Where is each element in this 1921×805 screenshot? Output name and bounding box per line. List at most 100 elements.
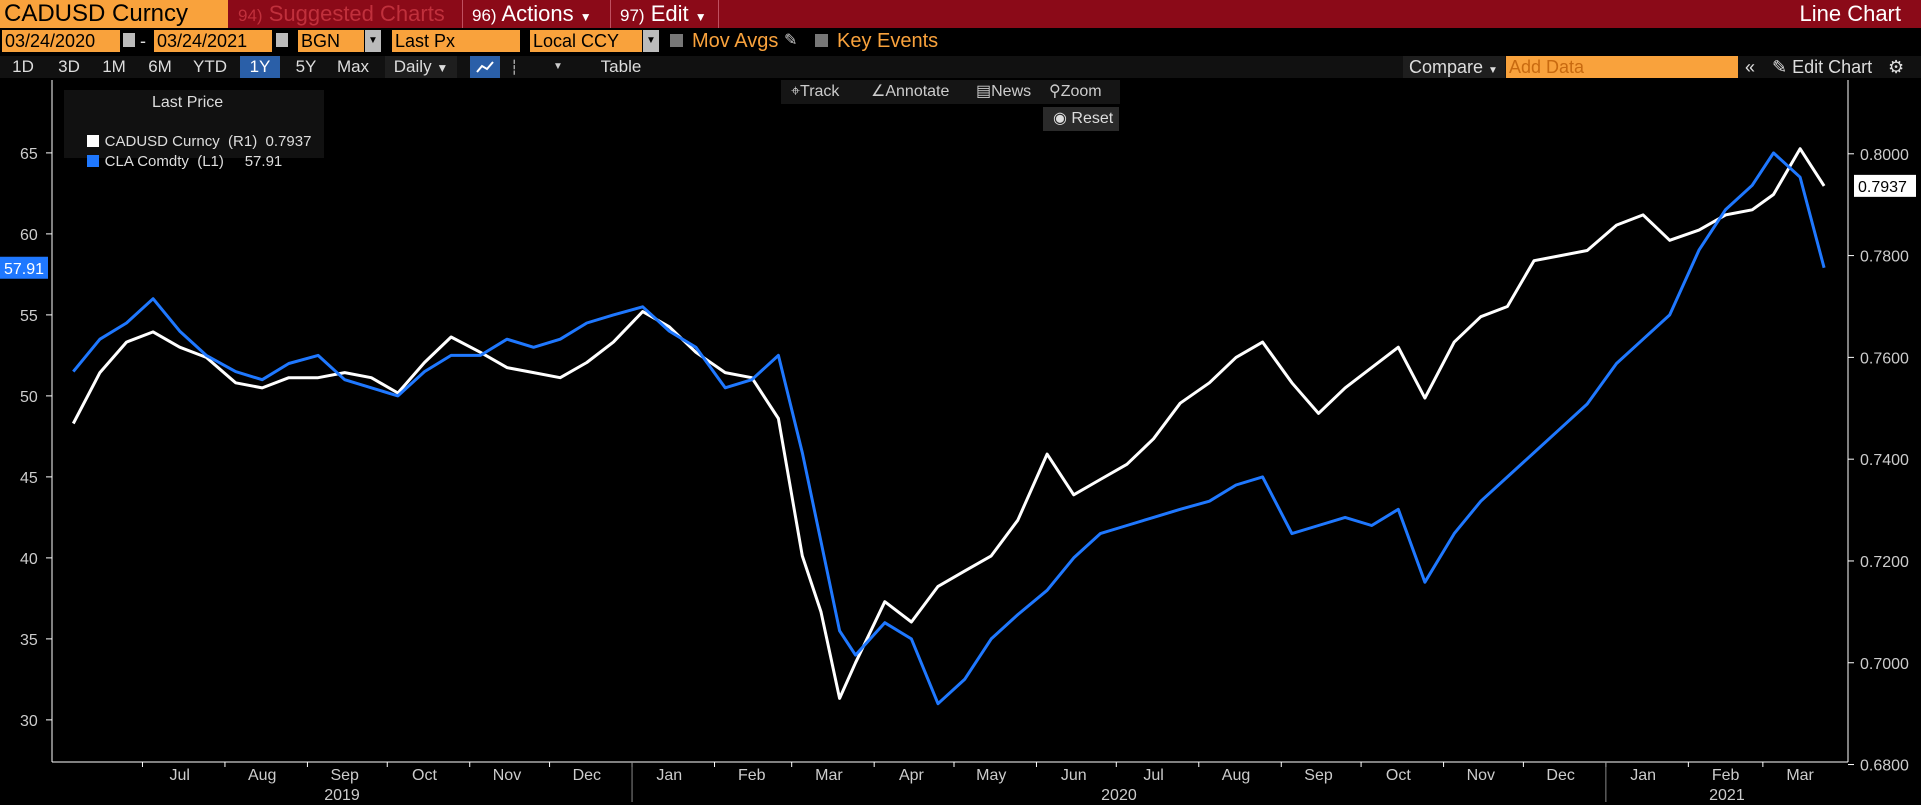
start-date-field[interactable]: 03/24/2020 <box>2 30 120 52</box>
x-month-label: Sep <box>330 767 359 784</box>
right-tick-label: 0.6800 <box>1860 758 1909 775</box>
left-tick-label: 45 <box>20 470 38 487</box>
menu-label: Actions <box>501 1 574 26</box>
last-value-badges: 57.91 0.7937 <box>0 174 1916 279</box>
x-month-label: Aug <box>1222 767 1250 784</box>
right-tick-label: 0.8000 <box>1860 147 1909 164</box>
compare-dropdown[interactable]: Compare ▼ <box>1403 56 1505 78</box>
period-1d-button[interactable]: 1D <box>12 57 34 76</box>
chevron-down-icon: ▼ <box>1488 65 1498 76</box>
date-separator: - <box>140 31 146 51</box>
pencil-icon: ✎ <box>1772 57 1788 77</box>
table-button[interactable]: Table <box>600 57 642 76</box>
mov-avgs-label[interactable]: Mov Avgs <box>692 30 779 52</box>
edit-menu[interactable]: 97) Edit ▼ <box>620 0 707 28</box>
period-5y-button[interactable]: 5Y <box>295 57 317 76</box>
period-6m-button[interactable]: 6M <box>148 57 172 76</box>
chevron-down-icon: ▼ <box>694 10 707 24</box>
menu-number: 94) <box>238 6 263 25</box>
left-tick-label: 60 <box>20 227 38 244</box>
left-tick-label: 30 <box>20 713 38 730</box>
x-month-label: Dec <box>573 767 601 784</box>
x-month-label: Sep <box>1304 767 1333 784</box>
period-1m-button[interactable]: 1M <box>102 57 126 76</box>
chart-type-label: Line Chart <box>1799 1 1901 26</box>
edit-chart-label: Edit Chart <box>1792 57 1873 77</box>
calendar-icon[interactable] <box>276 33 288 47</box>
legend-label: CADUSD Curncy (R1) 0.7937 <box>104 133 312 150</box>
left-tick-label: 65 <box>20 146 38 163</box>
add-data-input[interactable]: Add Data <box>1506 56 1738 78</box>
gear-icon[interactable]: ⚙ <box>1888 57 1905 77</box>
x-year-label: 2020 <box>1101 787 1137 804</box>
collapse-icon[interactable]: « <box>1745 57 1756 77</box>
left-tick-label: 40 <box>20 551 38 568</box>
mov-avgs-checkbox[interactable] <box>670 34 683 47</box>
chart-legend: Last Price CADUSD Curncy (R1) 0.7937 CLA… <box>64 90 324 170</box>
track-button[interactable]: ⌖ Track <box>791 80 839 104</box>
left-axis-ticks: 30 35 40 45 50 55 60 65 <box>20 146 52 730</box>
period-max-button[interactable]: Max <box>336 57 370 76</box>
suggested-charts-menu[interactable]: 94) Suggested Charts <box>238 0 445 28</box>
left-tick-label: 50 <box>20 389 38 406</box>
calendar-icon[interactable] <box>123 33 135 47</box>
left-last-value: 57.91 <box>4 261 44 278</box>
x-month-label: Jul <box>1143 767 1163 784</box>
x-month-label: Feb <box>738 767 766 784</box>
currency-field[interactable]: Local CCY <box>530 30 642 52</box>
right-tick-label: 0.7600 <box>1860 350 1909 367</box>
series-lines <box>71 147 1826 706</box>
source-field[interactable]: BGN <box>298 30 364 52</box>
chevron-down-icon[interactable]: ▼ <box>553 61 563 72</box>
right-tick-label: 0.7200 <box>1860 554 1909 571</box>
line-chart-icon[interactable] <box>470 56 500 78</box>
period-3d-button[interactable]: 3D <box>58 57 80 76</box>
x-axis-ticks: Jul Aug Sep Oct Nov Dec Jan Feb Mar Apr May Jun Jul A… <box>141 762 1815 804</box>
candle-chart-icon[interactable]: ┆ <box>510 59 519 75</box>
chevron-down-icon[interactable]: ▼ <box>643 30 659 52</box>
x-month-label: Jun <box>1061 767 1087 784</box>
chevron-down-icon: ▼ <box>436 61 449 75</box>
legend-label: CLA Comdty (L1) 57.91 <box>104 153 283 170</box>
zoom-button[interactable]: ⚲ Zoom <box>1049 80 1102 104</box>
x-month-label: May <box>976 767 1006 784</box>
right-tick-label: 0.7400 <box>1860 452 1909 469</box>
x-year-label: 2019 <box>324 787 360 804</box>
key-events-label[interactable]: Key Events <box>837 30 939 52</box>
menu-divider <box>462 0 463 28</box>
actions-menu[interactable]: 96) Actions ▼ <box>472 0 592 28</box>
menu-divider <box>610 0 611 28</box>
menu-number: 97) <box>620 6 645 25</box>
zoom-label: Zoom <box>1060 83 1102 100</box>
period-1y-button[interactable]: 1Y <box>240 56 280 78</box>
header-bar: CADUSD Curncy 94) Suggested Charts 96) A… <box>0 0 1921 28</box>
chevron-down-icon: ▼ <box>579 10 592 24</box>
x-month-label: Jan <box>656 767 682 784</box>
end-date-field[interactable]: 03/24/2021 <box>154 30 272 52</box>
reset-button[interactable]: ◉ Reset <box>1043 107 1119 131</box>
chevron-down-icon[interactable]: ▼ <box>365 30 381 52</box>
pencil-icon[interactable]: ✎ <box>784 32 798 49</box>
x-month-label: Apr <box>899 767 925 784</box>
legend-title: Last Price <box>152 94 224 111</box>
key-events-checkbox[interactable] <box>815 34 828 47</box>
news-label: News <box>991 83 1032 100</box>
news-button[interactable]: ▤ News <box>976 80 1031 104</box>
compare-label: Compare <box>1409 57 1484 77</box>
legend-item-cla[interactable]: CLA Comdty (L1) 57.91 <box>70 136 282 187</box>
reset-label: Reset <box>1071 110 1114 127</box>
price-chart[interactable]: 30 35 40 45 50 55 60 65 0.6800 0.7000 0.7200 0.740… <box>0 80 1921 805</box>
right-axis-ticks: 0.6800 0.7000 0.7200 0.7400 0.7600 0.7800 0.80… <box>1848 147 1909 775</box>
security-ticker-field[interactable]: CADUSD Curncy <box>0 0 228 28</box>
track-label: Track <box>800 83 840 100</box>
x-month-label: Oct <box>412 767 437 784</box>
legend-item-cadusd[interactable]: CADUSD Curncy (R1) 0.7937 <box>70 116 311 167</box>
menu-label: Suggested Charts <box>268 1 445 26</box>
price-field[interactable]: Last Px <box>392 30 520 52</box>
frequency-dropdown[interactable]: Daily ▼ <box>385 56 457 78</box>
menu-divider <box>718 0 719 28</box>
annotate-button[interactable]: ∠ Annotate <box>871 80 949 104</box>
x-month-label: Dec <box>1546 767 1574 784</box>
period-ytd-button[interactable]: YTD <box>193 57 227 76</box>
edit-chart-button[interactable]: ✎ Edit Chart <box>1772 56 1872 78</box>
